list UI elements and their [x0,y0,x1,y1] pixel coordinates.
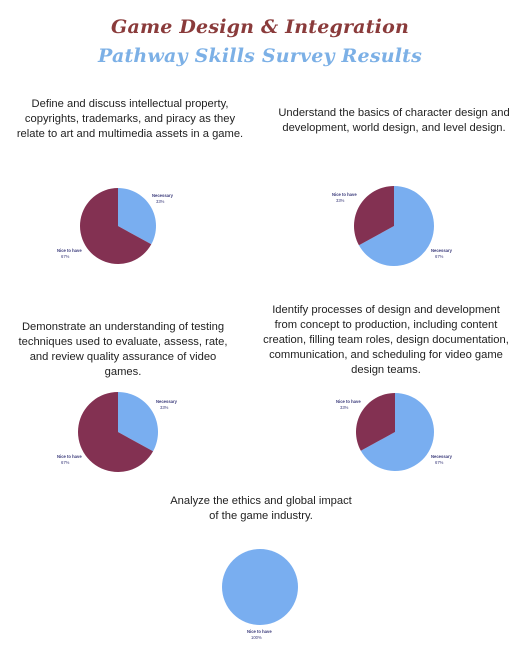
pie-3-value-2: 67% [61,460,70,465]
pie-2-label-1: Necessary [431,248,453,253]
question-5-text: Analyze the ethics and global impact of … [170,495,352,522]
pie-1-label-2: Nice to have [57,248,82,253]
question-2-text: Understand the basics of character desig… [278,107,510,134]
pie-4-label-1: Necessary [431,454,453,459]
pie-3-slice-nice-to-have [77,392,154,473]
pie-4-value-2: 33% [340,405,349,410]
pie-1-value-2: 67% [61,254,70,259]
pie-5-slice-nice-to-have [222,549,298,625]
pie-1-slice-nice-to-have [79,188,152,264]
pie-4-label-2: Nice to have [336,399,361,404]
question-1-text: Define and discuss intellectual property… [16,98,244,140]
pie-1-value-1: 33% [156,199,165,204]
pie-3-label-2: Nice to have [57,454,82,459]
pie-4-slice-necessary [360,393,434,472]
pie-4-value-1: 67% [435,460,444,465]
pie-2-label-2: Nice to have [332,192,357,197]
pie-2-slice-necessary [358,186,434,266]
pie-1-label-1: Necessary [152,193,174,198]
pie-2-value-2: 33% [336,198,345,203]
pie-3-slice-necessary [118,392,158,452]
pie-2-slice-nice-to-have [353,186,394,246]
question-4-text: Identify processes of design and develop… [263,304,509,376]
page-title: Game Design & Integration [111,16,409,38]
pie-3-value-1: 33% [160,405,169,410]
pie-4-slice-nice-to-have [356,393,395,451]
pie-5-value-1: 100% [251,635,262,640]
page-subtitle: Pathway Skills Survey Results [97,45,423,67]
pie-2-value-1: 67% [435,254,444,259]
question-3-text: Demonstrate an understanding of testing … [18,321,228,378]
pie-5-label-1: Nice to have [247,629,272,634]
pie-3-label-1: Necessary [156,399,178,404]
pie-1-slice-necessary [118,188,156,245]
